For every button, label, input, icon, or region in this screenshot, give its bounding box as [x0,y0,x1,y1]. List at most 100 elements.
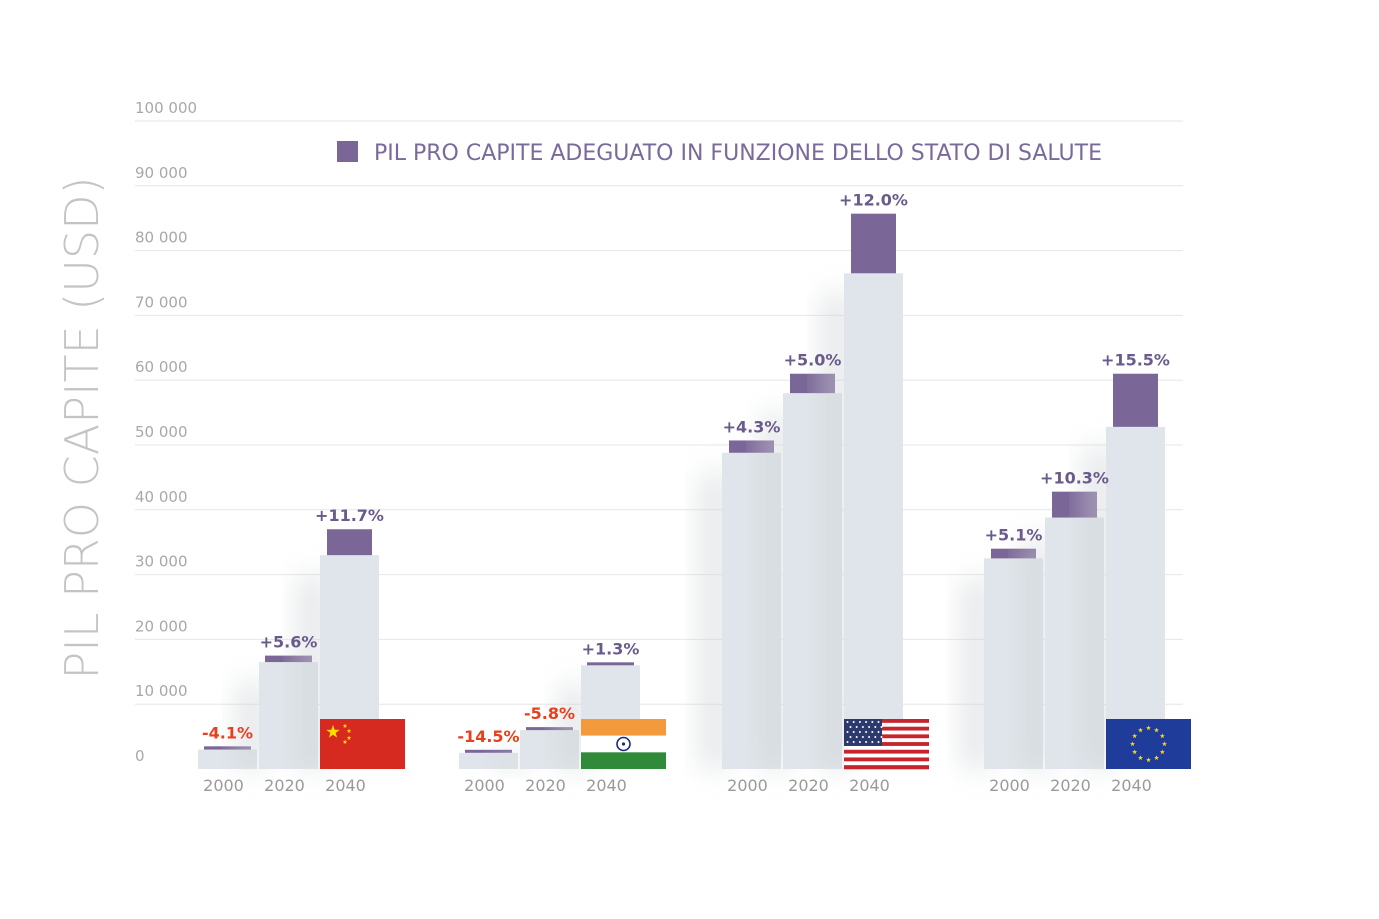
flag-stripe [844,722,929,727]
y-tick-label: 60 000 [135,358,188,376]
y-tick-label: 90 000 [135,164,188,182]
chakra-hub [621,742,626,746]
bar-adjusted [526,727,573,731]
data-label: +5.6% [260,633,318,652]
star-icon [858,731,861,733]
star-icon [846,741,849,743]
x-axis-ticks: 2000 2020 2040 2000 2020 2040 2000 2020 2040 2000… [203,776,1152,795]
bar-base [844,273,903,769]
india-flag [581,719,666,769]
bar-adjusted [265,655,312,663]
y-axis-ticks: 0 10 000 20 000 30 000 40 000 50 000 60 000 70 … [135,99,197,765]
star-icon [877,721,880,723]
bar-adjusted [204,746,251,750]
star-icon [874,736,877,738]
star-icon [877,731,880,733]
x-tick-label: 2040 [849,776,890,795]
y-tick-label: 100 000 [135,99,197,117]
data-label: -14.5% [457,727,519,746]
star-icon [1146,757,1151,763]
flag-canton [844,719,882,746]
x-tick-label: 2020 [264,776,305,795]
x-tick-label: 2000 [464,776,505,795]
star-icon [852,741,855,743]
flags [320,719,1191,770]
x-tick-label: 2020 [788,776,829,795]
legend-label: PIL PRO CAPITE ADEGUATO IN FUNZIONE DELL… [374,141,1102,166]
star-icon [1154,755,1159,760]
bars [198,213,1165,769]
flag-stripe [844,753,929,758]
star-icon [1159,749,1165,755]
star-icon [1130,741,1135,747]
y-tick-label: 50 000 [135,423,188,441]
star-icon [326,725,340,738]
star-icon [871,741,874,743]
y-tick-label: 80 000 [135,229,188,247]
star-icon [861,726,864,728]
flag-stripe [844,749,929,754]
star-icon [858,741,861,743]
flag-stripe [844,742,929,747]
data-label: +11.7% [315,506,384,525]
bar-adjusted [327,529,372,556]
x-tick-label: 2040 [325,776,366,795]
flag-stripe [844,757,929,762]
flag-stripe [844,745,929,751]
y-tick-label: 70 000 [135,293,188,311]
x-tick-label: 2000 [989,776,1030,795]
star-icon [865,731,868,733]
x-tick-label: 2040 [586,776,627,795]
x-tick-label: 2040 [1111,776,1152,795]
star-icon [1146,725,1151,731]
data-label: +5.1% [985,526,1043,545]
star-icon [342,723,348,728]
star-icon [346,735,352,740]
data-label: +4.3% [723,417,781,436]
star-icon [855,726,858,728]
x-tick-label: 2000 [203,776,244,795]
data-label: +5.0% [784,351,842,370]
star-icon [858,721,861,723]
star-icon [1159,733,1165,739]
star-icon [849,726,852,728]
star-icon [861,736,864,738]
bar-adjusted [991,548,1036,559]
data-label: +10.3% [1040,469,1109,488]
y-tick-label: 10 000 [135,682,188,700]
star-icon [880,726,883,728]
star-icon [865,741,868,743]
y-tick-label: 40 000 [135,488,188,506]
x-tick-label: 2020 [1050,776,1091,795]
flag-stripe [844,734,929,739]
star-icon [871,731,874,733]
legend: PIL PRO CAPITE ADEGUATO IN FUNZIONE DELL… [337,141,1102,166]
data-label: +1.3% [582,639,640,658]
bar-adjusted [465,749,512,753]
x-tick-label: 2000 [727,776,768,795]
star-icon [874,726,877,728]
y-axis-label: PIL PRO CAPITE (USD) [55,177,109,680]
flag-stripe [844,765,929,770]
star-icon [342,739,348,744]
star-icon [880,736,883,738]
data-label: -4.1% [202,723,253,742]
star-icon [1138,727,1143,733]
star-icon [871,721,874,723]
flag-band [581,719,666,736]
star-icon [877,741,880,743]
star-icon [846,721,849,723]
star-icon [1162,741,1167,747]
flag-stripe [844,726,929,731]
bar-adjusted [1113,373,1158,427]
flag-field [320,719,405,769]
bar-base [1106,426,1165,769]
x-tick-label: 2020 [525,776,566,795]
data-labels: -4.1% +5.6% +11.7% -14.5% -5.8% +1.3% +4.3% +5.… [202,191,1170,746]
bar-adjusted [587,662,634,666]
data-label: +12.0% [839,191,908,210]
star-icon [1154,727,1159,733]
y-tick-label: 20 000 [135,617,188,635]
star-icon [1132,733,1138,739]
